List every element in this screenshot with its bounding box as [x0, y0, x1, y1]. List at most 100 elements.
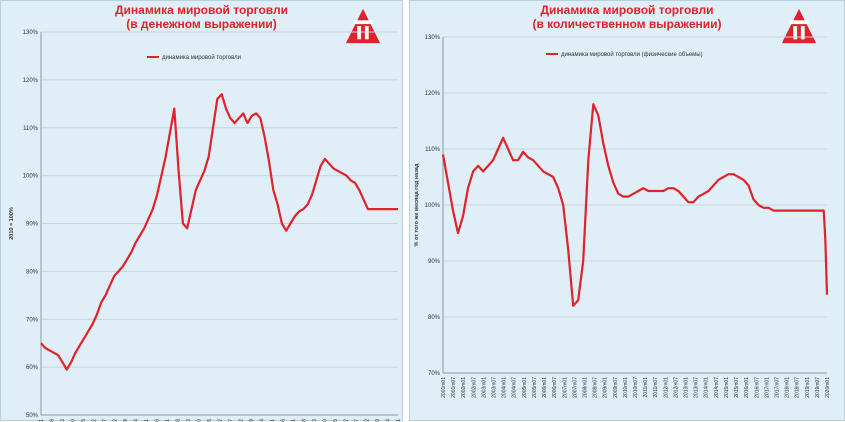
x-tick-label-right: 2003m01	[481, 377, 487, 398]
chart-subtitle-right: (в количественном выражении)	[532, 17, 722, 31]
x-tick-label-left: 2008m03	[186, 419, 192, 422]
y-tick-label-right: 110%	[425, 147, 441, 153]
x-tick-label-left: 2009m05	[207, 419, 213, 422]
x-tick-label-left: 2012m11	[270, 419, 276, 422]
x-tick-label-left: 2015m10	[323, 419, 329, 422]
x-tick-label-right: 2012m01	[663, 377, 669, 398]
x-tick-label-right: 2015m01	[724, 377, 730, 398]
chart-plot-left: 50% 60% 70% 80% 90% 100% 110% 120% 130% 2000m01 20…	[9, 30, 402, 422]
left-chart-panel: Динамика мировой торговли (в денежном вы…	[0, 0, 403, 422]
panel-divider	[403, 0, 409, 421]
x-tick-label-left: 2007m08	[176, 419, 182, 422]
x-tick-label-left: 2015m03	[312, 419, 318, 422]
x-tick-label-right: 2011m07	[653, 377, 659, 398]
y-tick-label-left: 60%	[26, 365, 39, 371]
x-tick-label-left: 2004m09	[123, 419, 129, 422]
y-tick-label-left: 90%	[26, 222, 39, 228]
x-tick-label-right: 2014m01	[704, 377, 710, 398]
x-tick-label-right: 2007m07	[572, 377, 578, 398]
y-tick-label-right: 70%	[428, 371, 441, 377]
x-tick-label-left: 2012m04	[260, 419, 266, 422]
x-tick-label-right: 2005m01	[522, 377, 528, 398]
triangle-logo-icon	[345, 8, 381, 44]
x-tick-label-left: 2011m02	[239, 419, 245, 422]
y-axis-title-right: % от того же месяца год назад	[414, 163, 420, 246]
x-tick-label-left: 2019m11	[396, 419, 402, 422]
x-tick-label-left: 2006m06	[155, 419, 161, 422]
series-line-right	[441, 103, 829, 307]
x-tick-label-left: 2019m04	[386, 419, 392, 422]
x-tick-label-right: 2016m07	[754, 377, 760, 398]
chart-title-right: Динамика мировой торговли	[540, 3, 714, 17]
x-tick-label-right: 2015m07	[734, 377, 740, 398]
x-tick-label-left: 2013m06	[281, 419, 287, 422]
y-tick-label-right: 130%	[425, 35, 441, 41]
y-tick-label-left: 100%	[23, 174, 39, 180]
x-tick-label-right: 2010m01	[623, 377, 629, 398]
x-tick-label-right: 2009m07	[613, 377, 619, 398]
x-tick-label-right: 2016m01	[744, 377, 750, 398]
x-tick-label-right: 2020m01	[825, 377, 831, 398]
x-tick-label-right: 2011m01	[643, 377, 649, 398]
x-tick-label-left: 2000m08	[50, 419, 56, 422]
triangle-logo-icon	[781, 8, 817, 44]
x-tick-label-right: 2013m07	[694, 377, 700, 398]
y-tick-label-left: 70%	[26, 317, 39, 323]
y-axis-title-left: 2010 = 100%	[9, 207, 15, 240]
x-tick-label-right: 2013m01	[684, 377, 690, 398]
x-tick-label-right: 2002m07	[471, 377, 477, 398]
x-tick-label-right: 2004m07	[512, 377, 518, 398]
x-tick-label-right: 2001m01	[441, 377, 447, 398]
x-tick-label-left: 2000m01	[39, 419, 45, 422]
x-tick-label-right: 2018m07	[795, 377, 801, 398]
x-tick-label-right: 2006m01	[542, 377, 548, 398]
series-line-left	[40, 93, 398, 371]
chart-title-left: Динамика мировой торговли	[114, 3, 289, 17]
x-tick-label-right: 2004m01	[502, 377, 508, 398]
x-tick-label-left: 2002m05	[81, 419, 87, 422]
x-tick-label-right: 2019m01	[805, 377, 811, 398]
x-tick-label-left: 2016m05	[333, 419, 339, 422]
x-tick-label-right: 2001m07	[451, 377, 457, 398]
x-tick-label-right: 2018m01	[785, 377, 791, 398]
y-tick-label-left: 110%	[23, 126, 39, 132]
legend-label-right: динамика мировой торговли (физические об…	[561, 51, 703, 58]
x-tick-label-left: 2016m12	[344, 419, 350, 422]
x-tick-label-left: 2005m04	[134, 419, 140, 422]
right-chart-panel: Динамика мировой торговли (в количествен…	[409, 0, 845, 421]
x-tick-label-right: 2017m07	[774, 377, 780, 398]
x-tick-label-left: 2001m10	[71, 419, 77, 422]
chart-plot-right: 70% 80% 90% 100% 110% 120% 130% 2001m01 2001m07 2…	[414, 35, 831, 398]
x-tick-label-right: 2010m07	[633, 377, 639, 398]
x-tick-label-left: 2005m11	[144, 419, 150, 422]
x-tick-label-right: 2009m01	[603, 377, 609, 398]
y-tick-label-left: 120%	[23, 78, 39, 84]
x-tick-label-left: 2014m01	[291, 419, 297, 422]
x-tick-label-right: 2012m07	[673, 377, 679, 398]
x-tick-label-right: 2006m07	[552, 377, 558, 398]
x-tick-label-right: 2002m01	[461, 377, 467, 398]
x-tick-label-left: 2018m09	[375, 419, 381, 422]
x-tick-label-right: 2008m01	[582, 377, 588, 398]
x-tick-label-left: 2017m07	[354, 419, 360, 422]
x-tick-label-left: 2008m10	[197, 419, 203, 422]
x-tick-label-right: 2008m07	[593, 377, 599, 398]
y-tick-label-right: 90%	[428, 259, 441, 265]
y-tick-label-right: 120%	[425, 91, 441, 97]
x-tick-label-right: 2017m01	[764, 377, 770, 398]
y-tick-label-left: 80%	[26, 269, 39, 275]
x-tick-label-right: 2003m07	[492, 377, 498, 398]
x-tick-label-left: 2002m12	[92, 419, 98, 422]
x-tick-label-right: 2005m07	[532, 377, 538, 398]
x-tick-label-left: 2001m03	[60, 419, 66, 422]
x-tick-label-right: 2007m01	[562, 377, 568, 398]
x-tick-label-left: 2014m08	[302, 419, 308, 422]
x-tick-label-left: 2011m09	[249, 419, 255, 422]
x-tick-label-left: 2010m07	[228, 419, 234, 422]
x-tick-label-left: 2018m02	[365, 419, 371, 422]
chart-subtitle-left: (в денежном выражении)	[126, 17, 277, 31]
x-tick-label-left: 2003m07	[102, 419, 108, 422]
legend-label-left: динамика мировой торговли	[162, 54, 241, 61]
y-tick-label-right: 80%	[428, 315, 441, 321]
x-tick-label-left: 2009m12	[218, 419, 224, 422]
